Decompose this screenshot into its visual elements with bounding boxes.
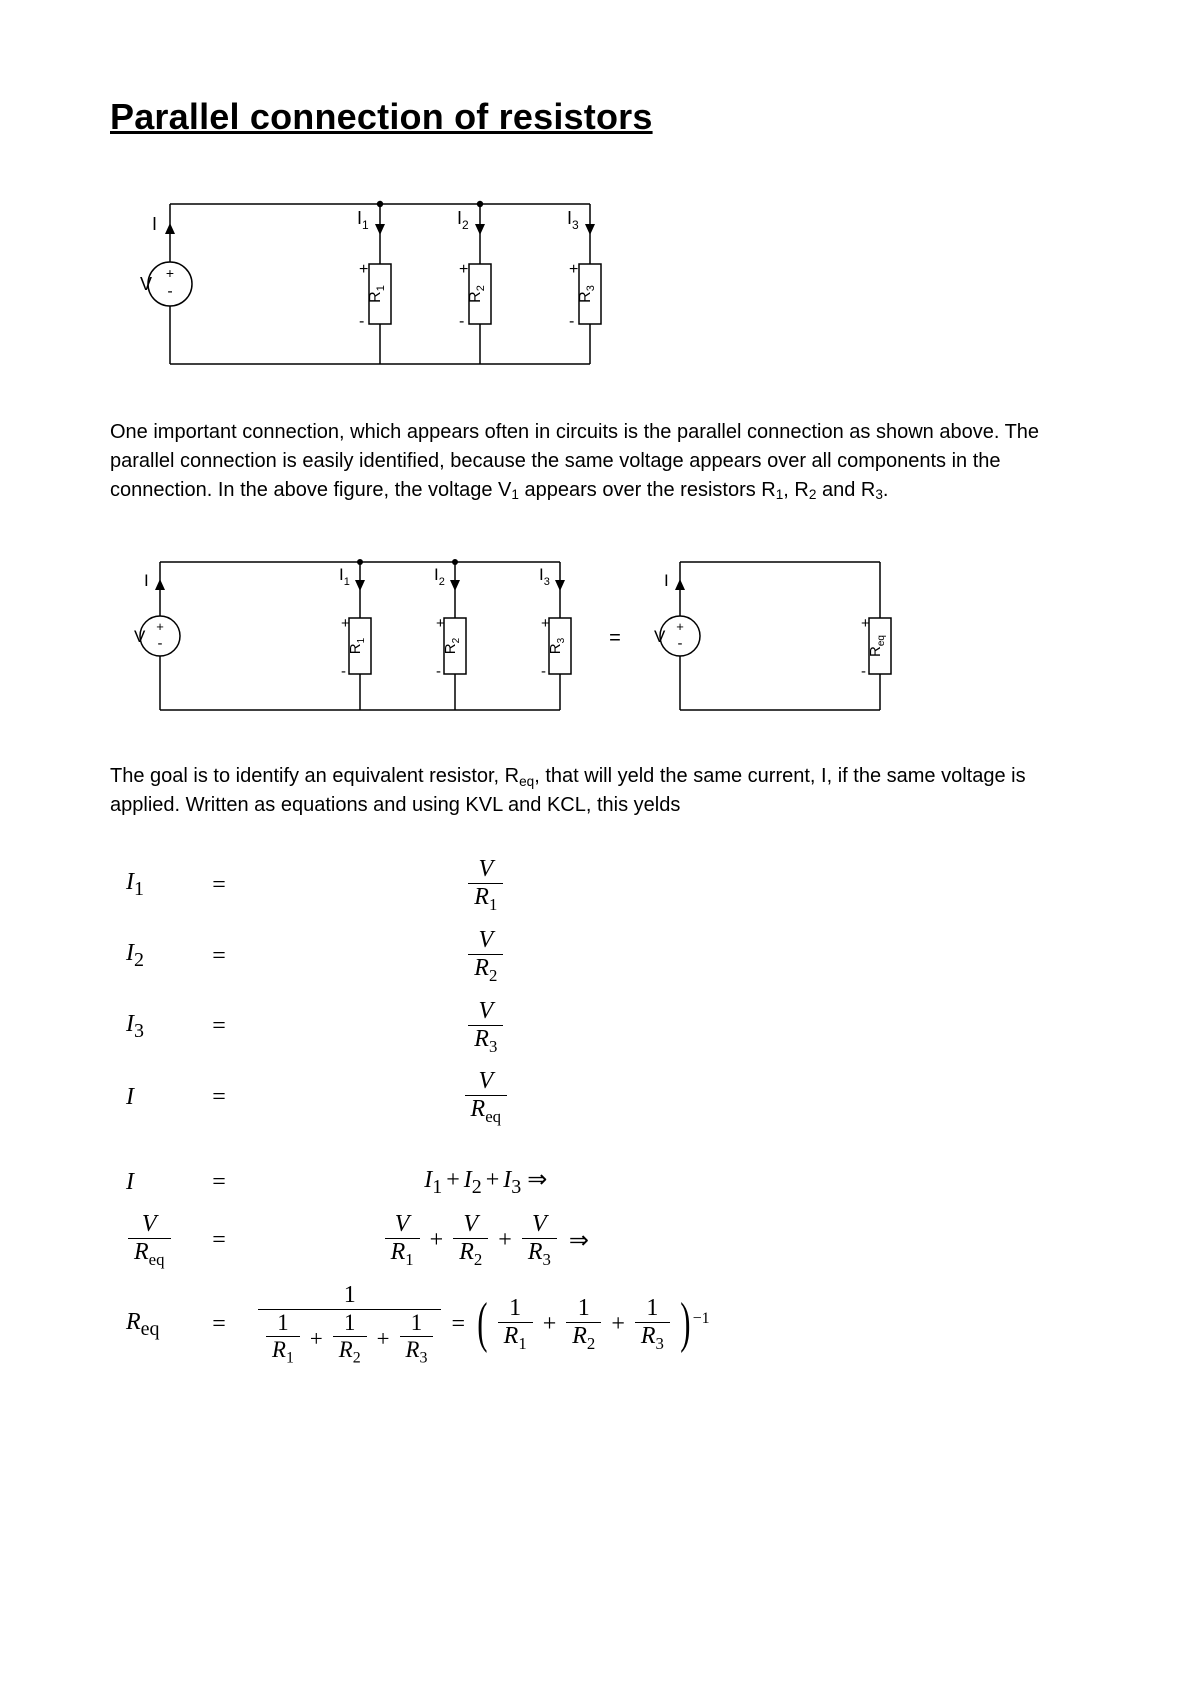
svg-text:-: - — [436, 663, 441, 680]
svg-text:I: I — [144, 571, 149, 590]
svg-text:I1: I1 — [339, 565, 350, 588]
svg-text:+: + — [541, 615, 550, 632]
paragraph-2: The goal is to identify an equivalent re… — [110, 762, 1070, 820]
paragraph-1: One important connection, which appears … — [110, 418, 1070, 504]
label-I: I — [152, 214, 157, 234]
svg-text:I: I — [664, 571, 669, 590]
svg-text:-: - — [341, 663, 346, 680]
svg-text:-: - — [541, 663, 546, 680]
label-I2: I2 — [457, 208, 469, 232]
equations-table: I1 = VR1 I2 = VR2 I3 = VR3 — [116, 850, 726, 1373]
src-minus: - — [167, 283, 172, 300]
label-I1: I1 — [357, 208, 369, 232]
eq-row-vreq: VReq = VR1 + VR2 + VR3 ⇒ — [116, 1205, 726, 1276]
svg-text:I2: I2 — [434, 565, 445, 588]
svg-text:V: V — [134, 627, 146, 646]
svg-text:+: + — [156, 619, 164, 634]
src-plus: + — [166, 265, 174, 281]
svg-text:I3: I3 — [539, 565, 550, 588]
svg-text:-: - — [459, 313, 464, 330]
circuit-diagram-1: + - R1 R2 R3 + - + - + — [110, 174, 1090, 390]
label-I3: I3 — [567, 208, 579, 232]
svg-text:+: + — [569, 261, 578, 278]
eq-row-I1: I1 = VR1 — [116, 850, 726, 921]
page-title: Parallel connection of resistors — [110, 96, 1090, 138]
svg-text:+: + — [341, 615, 350, 632]
svg-text:-: - — [359, 313, 364, 330]
svg-text:-: - — [678, 635, 683, 652]
svg-text:+: + — [459, 261, 468, 278]
circuit-svg-2: + - R1 R2 R3 + - + - + - V I — [110, 534, 1010, 734]
circuit-svg-1: + - R1 R2 R3 + - + - + — [110, 174, 650, 390]
page: Parallel connection of resistors — [0, 0, 1200, 1698]
svg-text:-: - — [158, 635, 163, 652]
eq-row-I2: I2 = VR2 — [116, 921, 726, 992]
svg-text:+: + — [676, 619, 684, 634]
svg-text:+: + — [861, 615, 870, 632]
equals-sign: = — [609, 627, 621, 649]
svg-text:+: + — [436, 615, 445, 632]
svg-text:-: - — [861, 663, 866, 680]
circuit-diagram-2: + - R1 R2 R3 + - + - + - V I — [110, 534, 1090, 734]
eq-row-kcl: I = I1+I2+I3⇒ — [116, 1159, 726, 1205]
svg-text:+: + — [359, 261, 368, 278]
label-V: V — [140, 274, 152, 294]
eq-row-req: Req = 1 1R1 + 1R2 + 1R3 — [116, 1276, 726, 1374]
eq-row-I3: I3 = VR3 — [116, 992, 726, 1063]
svg-text:-: - — [569, 313, 574, 330]
svg-text:V: V — [654, 627, 666, 646]
equations-block: I1 = VR1 I2 = VR2 I3 = VR3 — [116, 850, 1090, 1373]
eq-row-I: I = VReq — [116, 1062, 726, 1133]
